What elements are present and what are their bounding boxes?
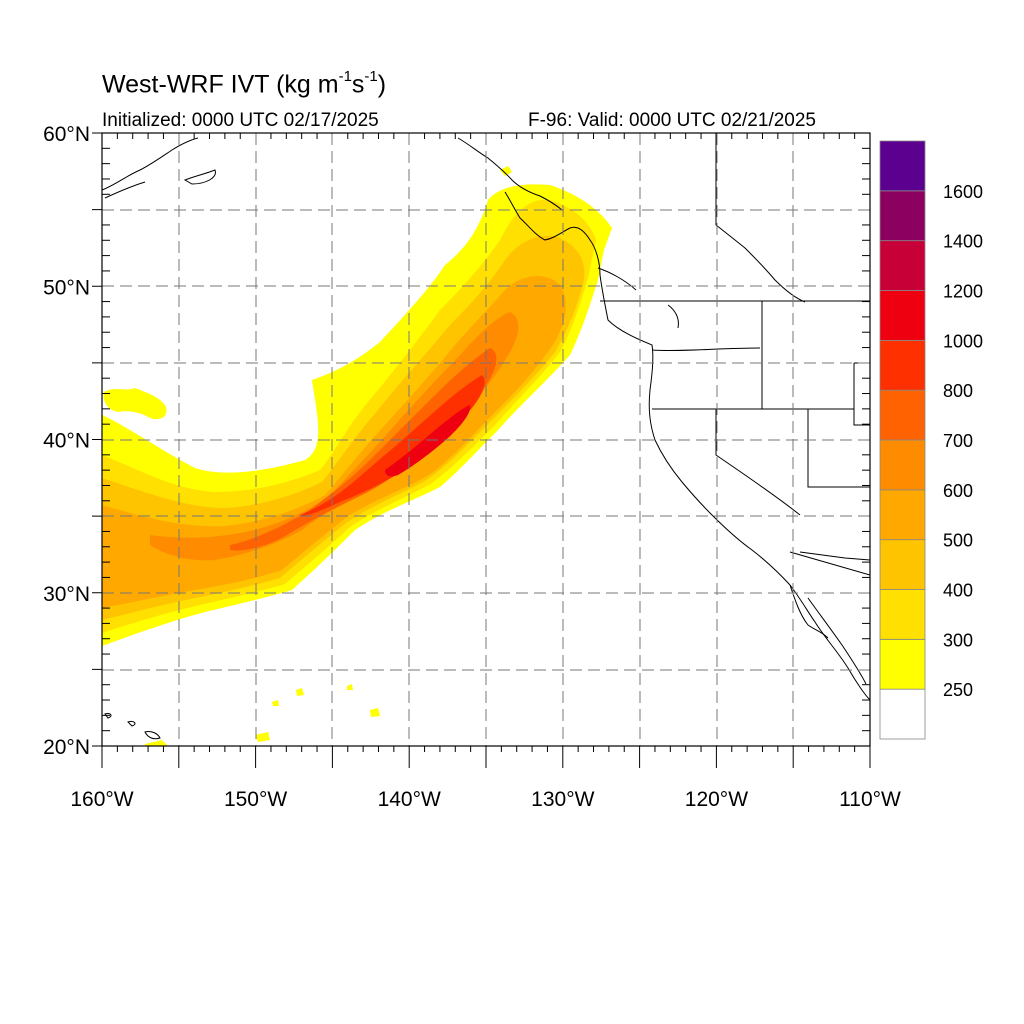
- colorbar-swatch: [879, 489, 926, 541]
- lon-tick-label: 160°W: [70, 788, 133, 811]
- axis-ticks: [92, 132, 871, 768]
- ivt-patch: [145, 740, 168, 746]
- ivt-patch: [347, 684, 353, 690]
- colorbar-label: 800: [943, 381, 973, 401]
- init-time-label: Initialized: 0000 UTC 02/17/2025: [102, 110, 379, 131]
- ivt-contour-400: [102, 236, 585, 621]
- colorbar-swatch: [879, 638, 926, 690]
- ivt-contour-700: [230, 348, 497, 551]
- colorbar-swatch: [879, 290, 926, 341]
- lat-tick-label: 20°N: [43, 736, 90, 759]
- colorbar-label: 1400: [943, 232, 983, 252]
- lat-tick-label: 50°N: [43, 276, 90, 299]
- nv-ut-border: [807, 409, 870, 488]
- ivt-patch: [272, 700, 279, 706]
- ivt-contour-800: [300, 375, 485, 516]
- hawaii: [104, 713, 161, 740]
- colorbar-swatch: [879, 240, 926, 291]
- colorbar-label: 700: [943, 431, 973, 451]
- wa-or-border: [651, 347, 761, 352]
- colorbar-label: 1600: [943, 182, 983, 202]
- lon-tick-label: 140°W: [378, 788, 441, 811]
- mexico-inner: [799, 551, 870, 561]
- valid-time-label: F-96: Valid: 0000 UTC 02/21/2025: [528, 110, 816, 131]
- ivt-patch: [103, 388, 167, 420]
- colorbar-swatch: [879, 190, 926, 242]
- lon-tick-label: 130°W: [531, 788, 594, 811]
- ivt-patch: [370, 708, 380, 717]
- colorbar-swatch: [879, 389, 926, 441]
- colorbar-label: 250: [943, 680, 973, 700]
- vancouver-island: [597, 267, 637, 291]
- lat-tick-label: 30°N: [43, 583, 90, 606]
- ivt-patch: [296, 688, 304, 696]
- canada-east: [715, 133, 806, 303]
- colorbar-swatch: [879, 339, 926, 391]
- ca-nv-border: [715, 409, 801, 516]
- colorbar-label: 1200: [943, 282, 983, 302]
- alaska-coast: [102, 137, 216, 199]
- puget-sound: [667, 304, 679, 329]
- coastlines: [102, 133, 870, 740]
- colorbar-swatch: [879, 688, 926, 740]
- lat-tick-label: 40°N: [43, 430, 90, 453]
- ivt-contour-500: [102, 275, 566, 608]
- ivt-contour-1000: [385, 405, 471, 477]
- bc-coast: [504, 191, 601, 276]
- alaska-panhandle: [457, 137, 563, 211]
- colorbar: 250 300 400 500 600 700 800 1000 1200 1400 1600: [879, 140, 983, 740]
- gulf-california: [807, 597, 867, 685]
- axis-tick-labels: 160°W 150°W 140°W 130°W 120°W 110°W 20°N 30°N 40…: [43, 123, 901, 811]
- us-west-coast: [599, 274, 870, 701]
- lon-tick-label: 120°W: [685, 788, 748, 811]
- colorbar-label: 500: [943, 531, 973, 551]
- colorbar-swatch: [879, 589, 926, 640]
- colorbar-swatch: [879, 439, 926, 491]
- colorbar-label: 300: [943, 630, 973, 650]
- colorbar-label: 400: [943, 581, 973, 601]
- lon-tick-label: 150°W: [224, 788, 287, 811]
- lat-tick-label: 60°N: [43, 123, 90, 146]
- ivt-patch: [500, 166, 512, 176]
- us-mexico-border: [789, 551, 870, 576]
- lon-tick-label: 110°W: [839, 788, 901, 811]
- map-area: [102, 133, 870, 746]
- ivt-contour-600: [150, 312, 519, 561]
- ivt-patch: [255, 732, 270, 742]
- colorbar-swatch: [879, 140, 926, 192]
- plot-title: West-WRF IVT (kg m-1s-1): [102, 68, 387, 99]
- baja-coast: [789, 584, 829, 639]
- boundaries: [600, 300, 870, 576]
- graticule: [102, 133, 870, 746]
- colorbar-label: 600: [943, 481, 973, 501]
- colorbar-label: 1000: [943, 331, 983, 351]
- colorbar-swatch: [879, 539, 926, 590]
- ivt-shading: [102, 166, 612, 746]
